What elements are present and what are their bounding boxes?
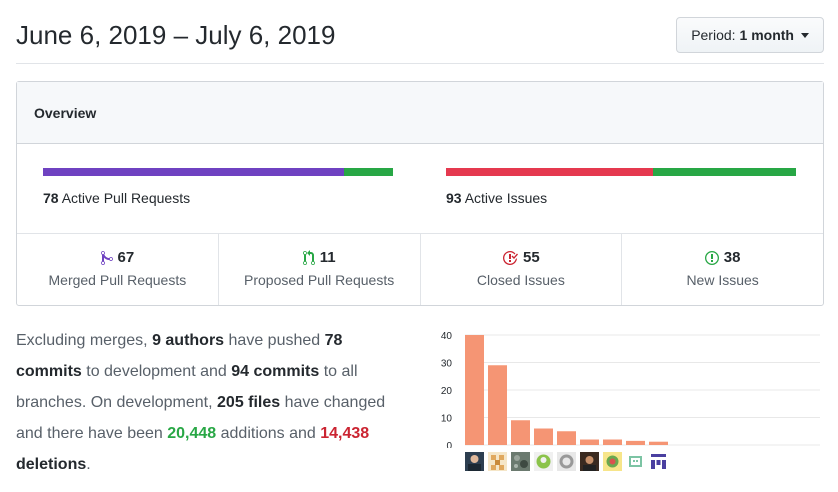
active-issues-count: 93 [446, 190, 462, 206]
y-tick-label: 20 [441, 386, 453, 397]
proposed-pr-icon [302, 249, 315, 266]
contributor-bar[interactable] [649, 441, 668, 445]
open-segment [344, 168, 393, 176]
page-header: June 6, 2019 – July 6, 2019 Period: 1 mo… [16, 0, 824, 64]
y-tick-label: 40 [441, 331, 453, 342]
active-pull-requests-count: 78 [43, 190, 59, 206]
commits-development: 78 commits [16, 332, 343, 380]
additions-count: 20,448 [167, 425, 217, 442]
overview-title: Overview [34, 104, 97, 121]
avatar[interactable] [649, 452, 668, 471]
closed-issue-icon [502, 250, 519, 266]
active-pull-requests-summary[interactable]: 78 Active Pull Requests [43, 168, 393, 206]
summary-text: have pushed [224, 332, 325, 349]
closed-issues-label: Closed Issues [476, 272, 565, 288]
stats-row: 67 Merged Pull Requests 11 Proposed Pull… [17, 234, 823, 305]
active-pull-requests-label: Active Pull Requests [61, 190, 191, 206]
merged-pr-icon [100, 250, 113, 266]
summary-text: to all branches. On development, [16, 363, 358, 411]
contributor-bar[interactable] [534, 428, 553, 446]
commits-all-branches: 94 commits [231, 363, 320, 380]
contributors-chart: 0 10 20 30 40 [432, 326, 824, 474]
new-issues-count: 38 [723, 249, 741, 266]
avatar[interactable] [557, 452, 576, 471]
period-value: 1 month [739, 27, 794, 43]
active-pull-requests-text: 78 Active Pull Requests [43, 190, 393, 206]
contributor-bar[interactable] [557, 431, 576, 445]
proposed-pull-requests-label: Proposed Pull Requests [244, 272, 395, 288]
closed-issues-count: 55 [523, 249, 540, 266]
merged-segment [43, 168, 344, 176]
period-dropdown-button[interactable]: Period: 1 month [676, 17, 824, 53]
merged-pull-requests-count: 67 [117, 249, 135, 266]
summary-text: additions and [216, 425, 321, 442]
merged-pull-requests-label: Merged Pull Requests [48, 272, 187, 288]
proposed-pull-requests-count: 11 [319, 249, 336, 266]
date-range-title: June 6, 2019 – July 6, 2019 [16, 20, 336, 50]
deletions-label: deletions [16, 456, 87, 473]
contributor-bar[interactable] [465, 335, 484, 445]
summary-text: have changed and there have been [16, 394, 386, 442]
files-changed: 205 files [217, 394, 281, 411]
proposed-pull-requests-stat[interactable]: 11 Proposed Pull Requests [219, 234, 421, 305]
contributor-bar[interactable] [626, 440, 645, 445]
merged-pull-requests-stat[interactable]: 67 Merged Pull Requests [17, 234, 219, 305]
new-issues-stat[interactable]: 38 New Issues [622, 234, 823, 305]
contributor-bar[interactable] [488, 365, 507, 445]
contributor-avatars [465, 452, 668, 471]
caret-down-icon [801, 32, 809, 38]
overview-box: Overview 78 Active Pull Requests 93 Acti… [16, 81, 824, 306]
active-issues-summary[interactable]: 93 Active Issues [446, 168, 796, 206]
deletions-count: 14,438 [320, 425, 370, 442]
avatar[interactable] [580, 452, 599, 471]
new-issue-icon [704, 250, 719, 266]
commit-summary: Excluding merges, 9 authors have pushed … [16, 325, 396, 480]
avatar[interactable] [511, 452, 530, 471]
period-label: Period: [691, 27, 736, 43]
avatar[interactable] [603, 452, 622, 471]
issues-progress-bar [446, 168, 796, 176]
new-issues-label: New Issues [686, 272, 759, 288]
avatar[interactable] [465, 452, 484, 471]
contributors-bar-chart: 0 10 20 30 40 [441, 331, 820, 448]
contributor-bar[interactable] [580, 439, 599, 446]
summary-text: . [86, 456, 91, 473]
closed-segment [446, 168, 653, 176]
pull-requests-progress-bar [43, 168, 393, 176]
contributor-bar[interactable] [603, 439, 622, 446]
summary-text: Excluding merges, [16, 332, 153, 349]
summary-text: to development and [81, 363, 232, 380]
overview-header: Overview [17, 82, 823, 144]
authors-link[interactable]: 9 authors [152, 332, 225, 349]
y-tick-label: 0 [446, 441, 452, 448]
activity-bars-row: 78 Active Pull Requests 93 Active Issues [17, 144, 823, 234]
active-issues-label: Active Issues [464, 190, 548, 206]
avatar[interactable] [534, 452, 553, 471]
contributor-bar[interactable] [511, 420, 530, 445]
active-issues-text: 93 Active Issues [446, 190, 796, 206]
y-tick-label: 30 [441, 359, 453, 370]
avatar[interactable] [488, 452, 507, 471]
closed-issues-stat[interactable]: 55 Closed Issues [421, 234, 623, 305]
open-segment [653, 168, 796, 176]
y-tick-label: 10 [441, 414, 453, 425]
avatar[interactable] [626, 452, 645, 471]
